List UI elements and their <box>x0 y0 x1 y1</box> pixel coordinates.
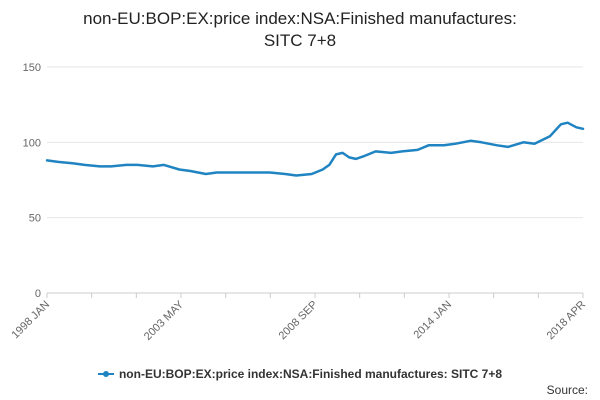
legend-swatch-icon <box>97 370 114 377</box>
x-tick-label: 2008 SEP <box>277 299 321 343</box>
source-label: Source: <box>546 383 588 397</box>
y-gridlines <box>47 66 583 219</box>
x-tick-label: 2014 JAN <box>411 299 454 342</box>
y-tick-label: 150 <box>23 62 41 74</box>
chart-title: non-EU:BOP:EX:price index:NSA:Finished m… <box>83 9 517 50</box>
series-line <box>45 121 585 177</box>
y-tick-label: 50 <box>29 213 41 225</box>
y-axis: 0 50 100 150 <box>23 62 41 300</box>
y-tick-label: 0 <box>35 288 41 300</box>
y-tick-label: 100 <box>23 137 41 149</box>
x-tick-label: 2003 MAY <box>142 298 187 343</box>
series-lines <box>45 121 585 177</box>
x-tick-label: 2018 APR <box>545 299 589 343</box>
legend[interactable]: non-EU:BOP:EX:price index:NSA:Finished m… <box>0 367 600 381</box>
legend-label: non-EU:BOP:EX:price index:NSA:Finished m… <box>118 367 503 381</box>
x-tick-label: 1998 JAN <box>9 299 52 342</box>
x-axis: 1998 JAN 2003 MAY 2008 SEP 2014 JAN 2018 APR <box>9 292 589 343</box>
